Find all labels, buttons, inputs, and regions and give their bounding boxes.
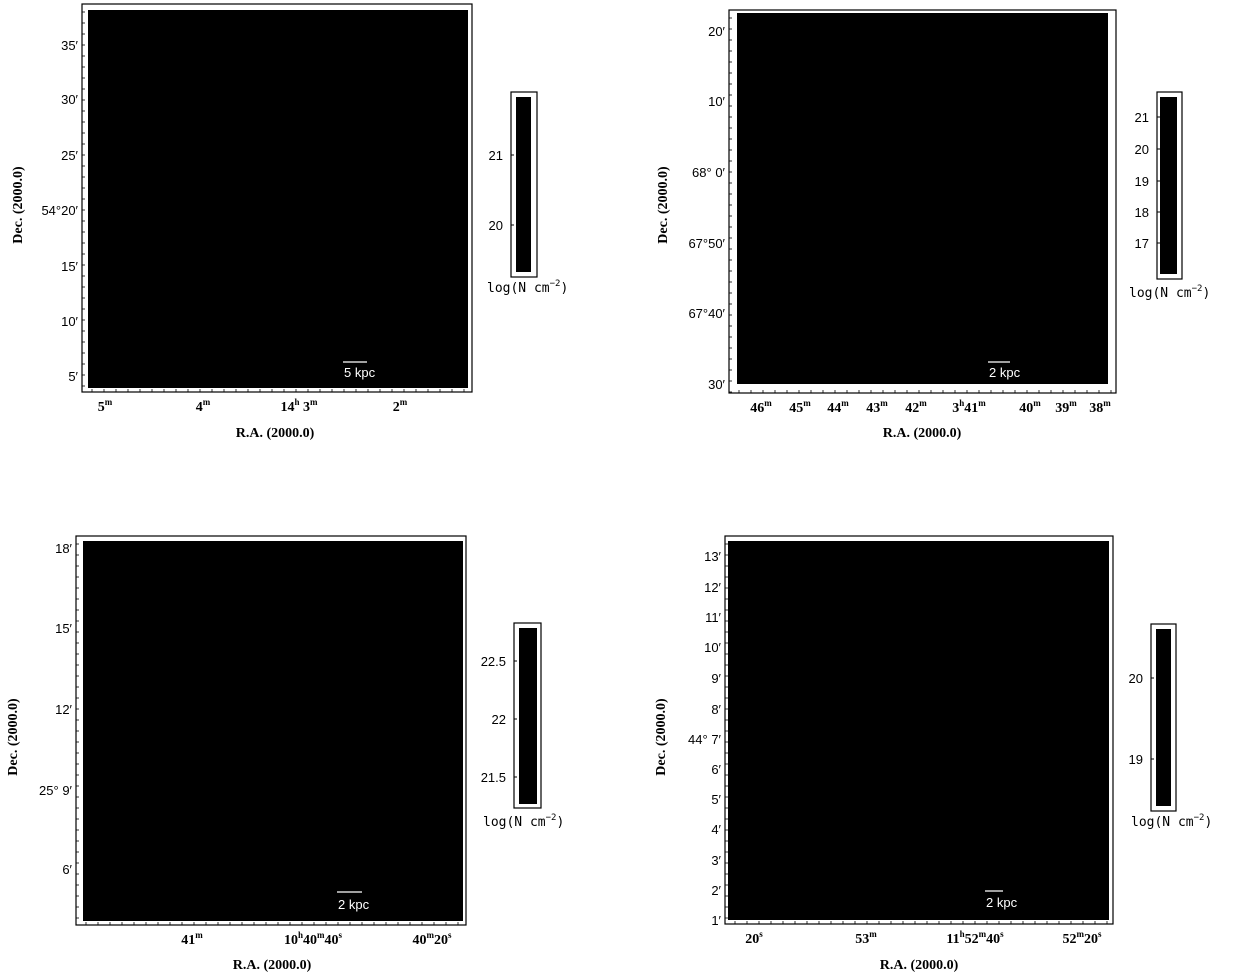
colorbar-tick-label: 18 (1135, 205, 1149, 220)
y-tick-label: 8′ (711, 702, 721, 717)
colorbar-tick-label: 21 (489, 148, 503, 163)
colorbar-tick-label: 19 (1135, 174, 1149, 189)
x-tick-label: 42m (905, 398, 927, 416)
x-tick-label: 41m (181, 930, 203, 948)
y-axis-label: Dec. (2000.0) (654, 698, 669, 776)
minor-ticks (82, 11, 465, 392)
y-tick-label: 20′ (708, 24, 725, 39)
panel-3: 41m 10h40m40s 40m20s 18′ 15′ 12′ 25° 9′ 6′ R.A. … (6, 535, 564, 973)
colorbar (516, 97, 531, 272)
y-tick-label: 15′ (55, 621, 72, 636)
x-tick-label: 40m20s (412, 930, 452, 948)
x-tick-label: 45m (789, 398, 811, 416)
column-density-map (737, 13, 1108, 384)
y-tick-label: 6′ (62, 862, 72, 877)
minor-ticks (725, 543, 1108, 924)
y-tick-label: 30′ (708, 377, 725, 392)
y-tick-label: 11′ (705, 610, 721, 625)
x-tick-label: 2m (393, 397, 408, 415)
colorbar (519, 628, 537, 804)
y-tick-label: 30′ (61, 92, 78, 107)
y-tick-label: 25′ (61, 148, 78, 163)
x-tick-label: 10h40m40s (284, 930, 343, 948)
colorbar-label: log(N cm−2) (1131, 813, 1212, 830)
panel-2: 46m 45m 44m 43m 42m 3h41m 40m 39m 38m 20′ 10′ 68° 0… (656, 9, 1210, 441)
scale-bar-label: 2 kpc (989, 365, 1021, 380)
x-tick-label: 46m (750, 398, 772, 416)
column-density-map (83, 541, 463, 921)
y-tick-label: 15′ (61, 259, 78, 274)
y-axis-label: Dec. (2000.0) (656, 166, 671, 244)
column-density-map (88, 10, 468, 388)
x-tick-label: 5m (98, 397, 113, 415)
minor-ticks (76, 543, 459, 925)
y-tick-label: 67°40′ (688, 306, 725, 321)
colorbar-tick-label: 20 (1129, 671, 1143, 686)
x-tick-label: 3h41m (952, 398, 986, 416)
x-tick-label: 20s (745, 929, 763, 947)
y-tick-label: 10′ (61, 314, 78, 329)
y-tick-label: 44° 7′ (688, 732, 722, 747)
y-tick-label: 12′ (704, 580, 721, 595)
minor-ticks (729, 17, 1112, 393)
y-tick-label: 4′ (711, 822, 721, 837)
colorbar-tick-label: 21 (1135, 110, 1149, 125)
x-tick-label: 14h 3m (280, 397, 318, 415)
colorbar-label: log(N cm−2) (487, 279, 568, 296)
y-tick-label: 3′ (711, 853, 721, 868)
colorbar (1160, 97, 1177, 274)
y-tick-label: 13′ (704, 549, 721, 564)
colorbar-label: log(N cm−2) (483, 813, 564, 830)
y-tick-label: 68° 0′ (692, 165, 726, 180)
column-density-map (728, 541, 1109, 920)
y-tick-label: 10′ (704, 640, 721, 655)
x-axis-label: R.A. (2000.0) (883, 426, 962, 441)
colorbar-tick-label: 20 (489, 218, 503, 233)
colorbar-tick-label: 17 (1135, 236, 1149, 251)
colorbar-tick-label: 19 (1129, 752, 1143, 767)
y-axis-label: Dec. (2000.0) (6, 698, 21, 776)
x-tick-label: 4m (196, 397, 211, 415)
y-tick-label: 2′ (711, 883, 721, 898)
panel-4: 20s 53m 11h52m40s 52m20s 13′ 12′ 11′ 10′ 9′ 8′ 44°… (654, 535, 1212, 973)
y-tick-label: 54°20′ (41, 203, 78, 218)
x-axis-label: R.A. (2000.0) (233, 958, 312, 973)
colorbar-tick-label: 22 (492, 712, 506, 727)
colorbar-label: log(N cm−2) (1129, 284, 1210, 301)
x-axis-label: R.A. (2000.0) (880, 958, 959, 973)
y-tick-label: 5′ (711, 792, 721, 807)
y-tick-label: 9′ (711, 671, 721, 686)
y-tick-label: 5′ (68, 369, 78, 384)
colorbar-tick-label: 22.5 (481, 654, 506, 669)
x-tick-label: 38m (1089, 398, 1111, 416)
y-tick-label: 18′ (55, 541, 72, 556)
x-tick-label: 52m20s (1062, 929, 1102, 947)
y-tick-label: 12′ (55, 702, 72, 717)
x-tick-label: 43m (866, 398, 888, 416)
x-tick-label: 44m (827, 398, 849, 416)
y-tick-label: 1′ (711, 913, 721, 928)
x-tick-label: 39m (1055, 398, 1077, 416)
y-tick-label: 25° 9′ (39, 783, 73, 798)
x-tick-label: 11h52m40s (946, 929, 1004, 947)
colorbar-tick-label: 20 (1135, 142, 1149, 157)
scale-bar-label: 2 kpc (338, 897, 370, 912)
scale-bar-label: 2 kpc (986, 895, 1018, 910)
y-tick-label: 6′ (711, 762, 721, 777)
scale-bar-label: 5 kpc (344, 365, 376, 380)
panel-1: 5m 4m 14h 3m 2m 35′ 30′ 25′ 54°20′ 15′ 10′ 5′ R.A. … (11, 3, 568, 441)
y-axis-label: Dec. (2000.0) (11, 166, 26, 244)
colorbar (1156, 629, 1171, 806)
x-tick-label: 53m (855, 929, 877, 947)
y-tick-label: 35′ (61, 38, 78, 53)
x-axis-label: R.A. (2000.0) (236, 426, 315, 441)
colorbar-tick-label: 21.5 (481, 770, 506, 785)
y-tick-label: 67°50′ (688, 236, 725, 251)
y-tick-label: 10′ (708, 94, 725, 109)
x-tick-label: 40m (1019, 398, 1041, 416)
